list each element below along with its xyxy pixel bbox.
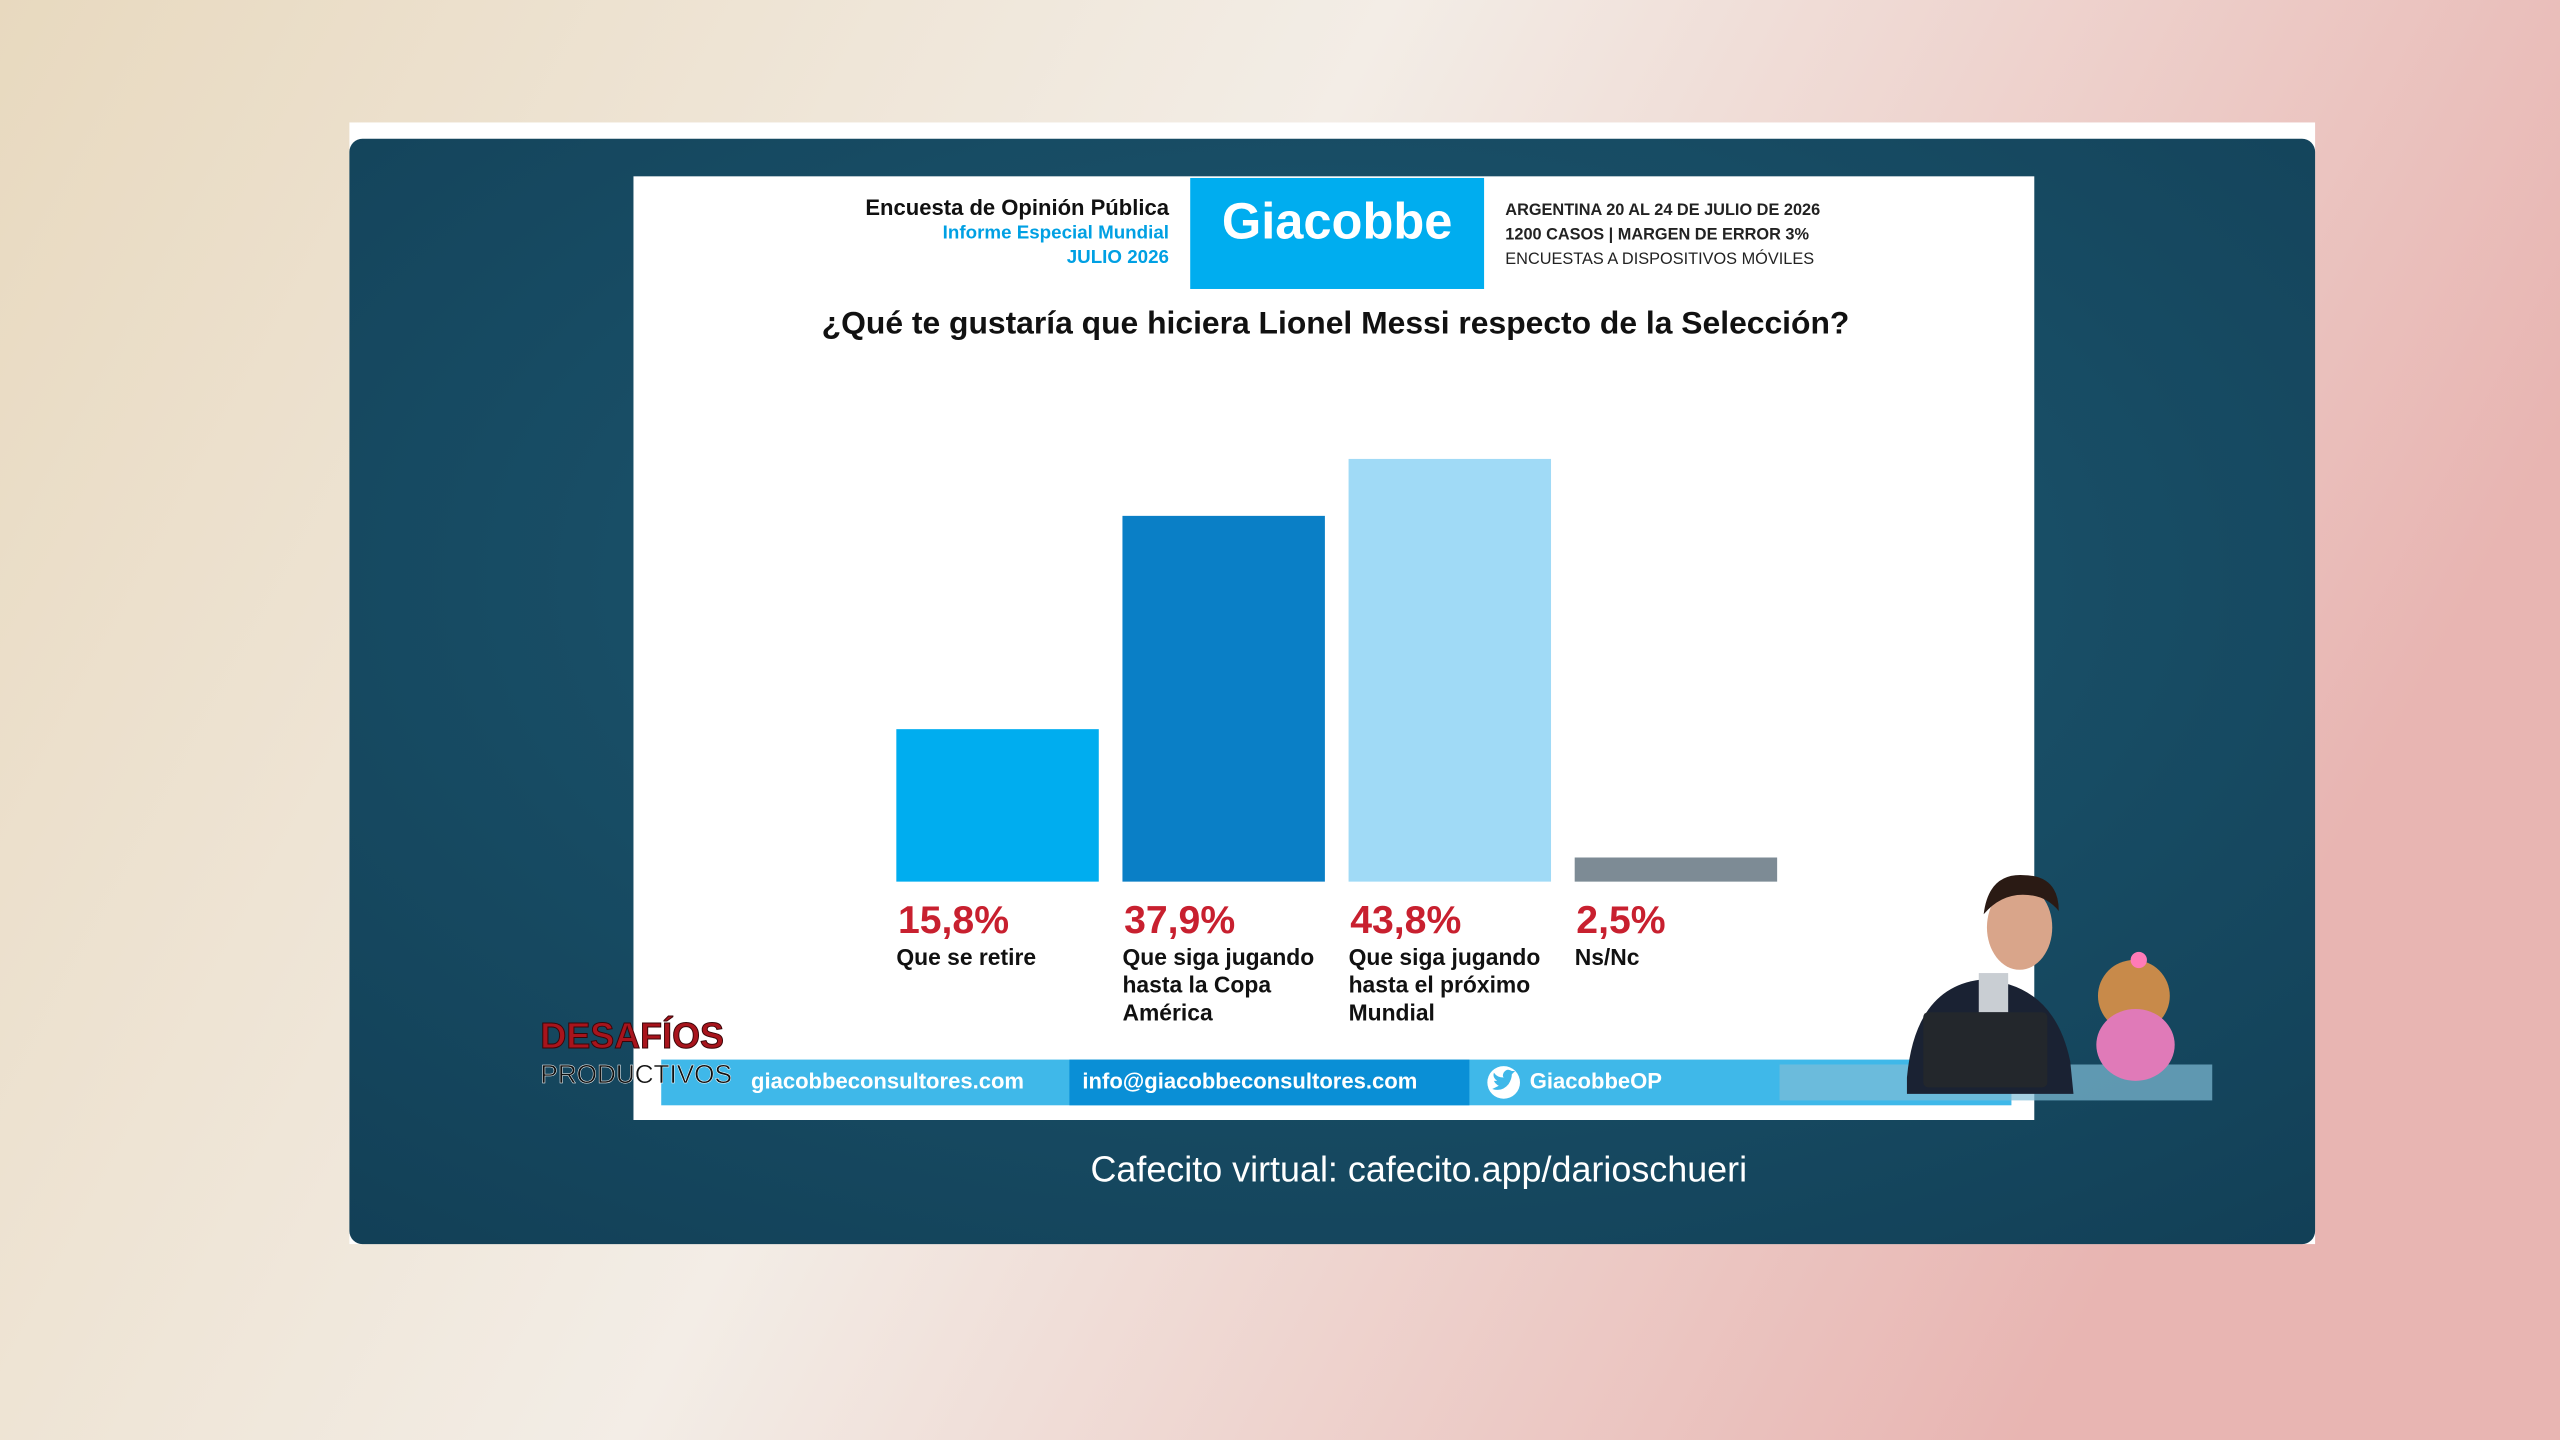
category-label: Que se retire [896, 943, 1037, 970]
survey-info: ENCUESTAS A DISPOSITIVOS MÓVILES [1505, 249, 1814, 268]
value-label: 37,9% [1124, 899, 1235, 942]
bar [1122, 515, 1325, 882]
brand-box [1190, 177, 1485, 289]
category-label: Ns/Nc [1574, 943, 1640, 970]
category-label-box: Que se retire [896, 943, 1037, 970]
value-label: 2,5% [1576, 899, 1665, 942]
category-label-box: Que siga jugando hasta el próximo Mundia… [1348, 943, 1541, 1026]
value-label: 43,8% [1350, 899, 1461, 942]
survey-title: Encuesta de Opinión Pública [865, 195, 1169, 220]
footer-web: giacobbeconsultores.com [751, 1068, 1024, 1093]
footer-twitter: GiacobbeOP [1530, 1068, 1662, 1093]
category-label: Que siga jugando hasta la Copa América [1122, 943, 1315, 1026]
bar [1348, 458, 1552, 882]
report-date: JULIO 2026 [1067, 246, 1169, 267]
footer-email: info@giacobbeconsultores.com [1082, 1068, 1417, 1093]
category-label-box: Ns/Nc [1574, 943, 1640, 970]
show-logo: DESAFÍOS [540, 1015, 724, 1056]
survey-info: 1200 CASOS | MARGEN DE ERROR 3% [1505, 225, 1809, 243]
bar [896, 729, 1099, 882]
value-label: 15,8% [898, 899, 1009, 942]
chart-title: ¿Qué te gustaría que hiciera Lionel Mess… [822, 304, 1850, 340]
category-label-box: Que siga jugando hasta la Copa América [1122, 943, 1315, 1026]
presenter [1779, 875, 2213, 1101]
bar [1574, 857, 1778, 882]
survey-info: ARGENTINA 20 AL 24 DE JULIO DE 2026 [1505, 201, 1820, 219]
footer-email-box [1069, 1059, 1470, 1106]
caption: Cafecito virtual: cafecito.app/darioschu… [1090, 1149, 1747, 1190]
show-logo: PRODUCTIVOS [540, 1059, 732, 1089]
category-label: Que siga jugando hasta el próximo Mundia… [1348, 943, 1541, 1026]
twitter-bird [1492, 1069, 1516, 1090]
slide [633, 176, 2035, 1120]
report-title: Informe Especial Mundial [943, 221, 1169, 242]
brand: Giacobbe [1222, 193, 1453, 250]
